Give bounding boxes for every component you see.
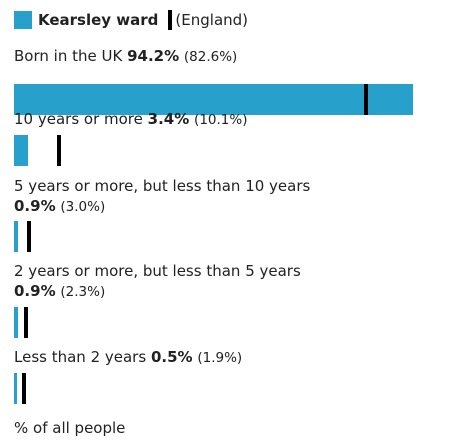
category-name: Born in the UK	[14, 47, 123, 65]
data-label-ward: 94.2%	[127, 47, 180, 65]
category-label: 2 years or more, but less than 5 years 0.…	[14, 261, 301, 302]
legend-marker-england	[168, 10, 173, 30]
reference-marker-england	[22, 373, 27, 404]
bar-ward	[14, 307, 18, 338]
bar-ward	[14, 221, 18, 252]
data-label-ward: 0.9%	[14, 197, 56, 215]
reference-marker-england	[23, 307, 28, 338]
bar-ward	[14, 373, 17, 404]
category-label: 5 years or more, but less than 10 years 0…	[14, 176, 310, 217]
category-label: Born in the UK 94.2% (82.6%)	[14, 46, 237, 67]
data-label-england: (3.0%)	[60, 199, 106, 215]
reference-marker-england	[26, 221, 31, 252]
data-label-england: (10.1%)	[194, 112, 248, 128]
data-label-england: (2.3%)	[60, 284, 106, 300]
category-label: Less than 2 years 0.5% (1.9%)	[14, 347, 242, 368]
x-axis-label: % of all people	[14, 419, 126, 437]
category-label: 10 years or more 3.4% (10.1%)	[14, 109, 247, 130]
category-name: 2 years or more, but less than 5 years	[14, 262, 301, 280]
data-label-ward: 0.5%	[150, 348, 193, 366]
data-label-england: (1.9%)	[197, 350, 243, 366]
reference-marker-england	[56, 135, 61, 166]
data-label-england: (82.6%)	[183, 49, 238, 65]
data-label-ward: 0.9%	[14, 282, 56, 300]
legend-swatch-ward	[14, 11, 32, 29]
legend: Kearsley ward (England)	[14, 9, 248, 31]
bar-ward	[14, 135, 29, 166]
category-name: Less than 2 years	[14, 348, 147, 366]
bar-ward	[14, 84, 414, 115]
reference-marker-england	[364, 84, 369, 115]
legend-label-england: (England)	[175, 11, 249, 29]
category-name: 5 years or more, but less than 10 years	[14, 177, 311, 195]
category-name: 10 years or more	[14, 110, 143, 128]
legend-label-ward: Kearsley ward	[38, 11, 159, 29]
data-label-ward: 3.4%	[147, 110, 190, 128]
